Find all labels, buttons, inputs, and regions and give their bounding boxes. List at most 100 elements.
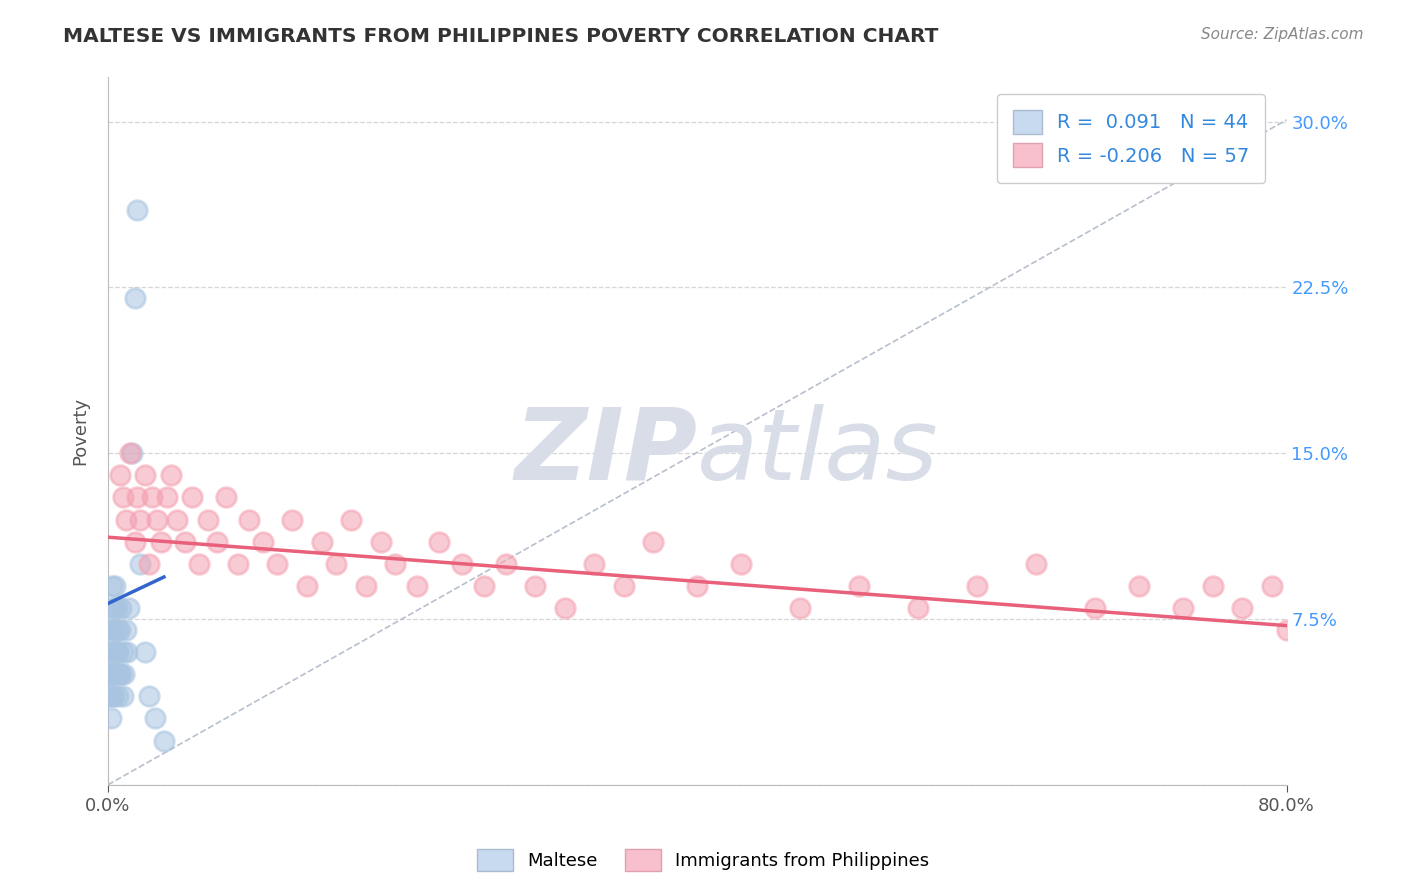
Point (105, 601, 128, 615)
Legend: R =  0.091   N = 44, R = -0.206   N = 57: R = 0.091 N = 44, R = -0.206 N = 57 (997, 95, 1265, 183)
Point (686, 579, 709, 593)
Point (121, 446, 143, 460)
Point (129, 512, 152, 526)
Point (295, 579, 318, 593)
Point (104, 579, 127, 593)
Point (181, 491, 204, 505)
Point (107, 645, 129, 659)
Point (127, 491, 149, 505)
Point (354, 579, 377, 593)
Point (495, 557, 517, 571)
Point (115, 645, 138, 659)
Text: Source: ZipAtlas.com: Source: ZipAtlas.com (1201, 27, 1364, 42)
Point (107, 690, 129, 704)
Point (1232, 601, 1254, 615)
Point (205, 534, 228, 549)
Point (105, 645, 128, 659)
Point (613, 579, 636, 593)
Point (643, 534, 665, 549)
Point (1261, 579, 1284, 593)
Text: ZIP: ZIP (515, 404, 697, 500)
Point (134, 645, 156, 659)
Point (143, 711, 166, 725)
Point (384, 557, 406, 571)
Point (103, 645, 125, 659)
Point (789, 601, 811, 615)
Point (138, 690, 160, 704)
Point (160, 468, 183, 483)
Point (524, 579, 547, 593)
Point (1025, 557, 1047, 571)
Point (105, 667, 128, 681)
Point (145, 512, 167, 526)
Point (111, 645, 134, 659)
Point (1275, 623, 1298, 637)
Point (127, 202, 149, 217)
Point (100, 645, 122, 659)
Point (340, 512, 363, 526)
Text: MALTESE VS IMMIGRANTS FROM PHILIPPINES POVERTY CORRELATION CHART: MALTESE VS IMMIGRANTS FROM PHILIPPINES P… (63, 27, 939, 45)
Point (966, 579, 988, 593)
Point (252, 534, 274, 549)
Point (108, 667, 131, 681)
Point (1128, 579, 1150, 593)
Point (188, 557, 211, 571)
Point (238, 512, 260, 526)
Point (156, 491, 179, 505)
Point (1202, 579, 1225, 593)
Point (173, 534, 195, 549)
Point (554, 601, 576, 615)
Point (103, 601, 125, 615)
Point (134, 468, 156, 483)
Point (100, 711, 122, 725)
Point (110, 601, 132, 615)
Point (153, 733, 176, 747)
Point (104, 645, 127, 659)
Point (107, 623, 129, 637)
Point (370, 534, 392, 549)
Point (124, 534, 146, 549)
Point (98, 690, 121, 704)
Legend: Maltese, Immigrants from Philippines: Maltese, Immigrants from Philippines (470, 842, 936, 879)
Point (112, 667, 135, 681)
Point (406, 579, 429, 593)
Point (166, 512, 188, 526)
Point (111, 491, 134, 505)
Point (110, 667, 132, 681)
Y-axis label: Poverty: Poverty (72, 397, 89, 465)
Point (103, 667, 125, 681)
Point (98, 623, 121, 637)
Point (100, 667, 122, 681)
Point (1084, 601, 1107, 615)
Point (124, 292, 146, 306)
Point (215, 491, 238, 505)
Point (101, 579, 124, 593)
Point (472, 579, 495, 593)
Point (98, 667, 121, 681)
Point (108, 468, 131, 483)
Point (111, 690, 134, 704)
Point (266, 557, 288, 571)
Point (104, 623, 127, 637)
Point (101, 623, 124, 637)
Point (101, 645, 124, 659)
Point (450, 557, 472, 571)
Point (120, 446, 142, 460)
Point (226, 557, 249, 571)
Point (150, 534, 173, 549)
Point (117, 601, 139, 615)
Point (907, 601, 929, 615)
Point (114, 512, 136, 526)
Point (103, 690, 125, 704)
Point (848, 579, 870, 593)
Point (141, 491, 163, 505)
Point (100, 601, 122, 615)
Point (429, 534, 451, 549)
Point (197, 512, 219, 526)
Text: atlas: atlas (697, 404, 939, 500)
Point (730, 557, 752, 571)
Point (311, 534, 333, 549)
Point (1173, 601, 1195, 615)
Point (281, 512, 304, 526)
Point (101, 690, 124, 704)
